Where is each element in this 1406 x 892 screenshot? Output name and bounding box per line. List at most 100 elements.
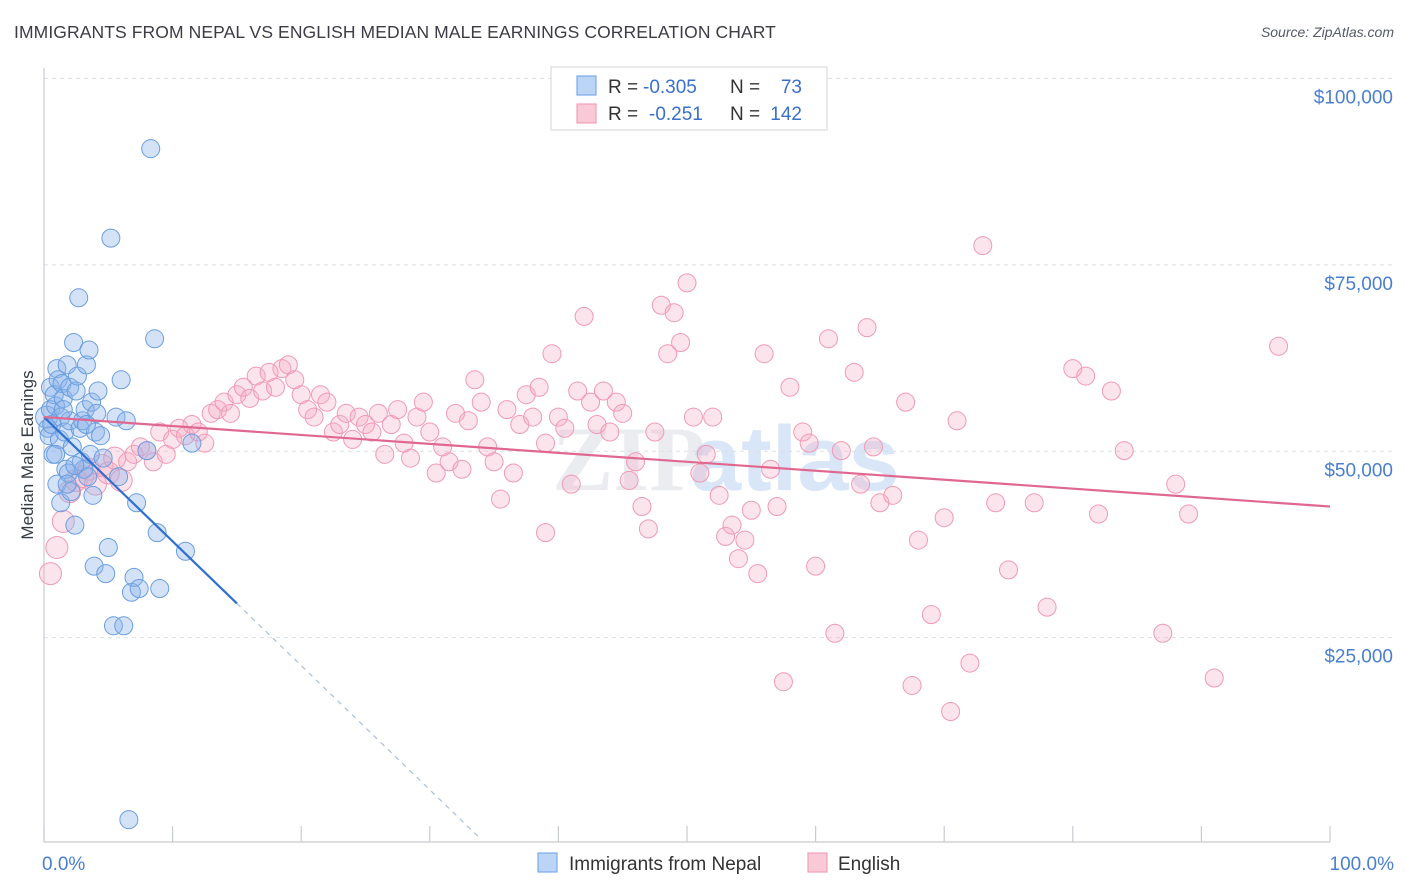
point-nepal [46,444,66,464]
point-english [773,672,793,692]
point-english [90,454,114,478]
point-english [1089,504,1109,524]
x-tick-label-max: 100.0% [1330,854,1395,875]
point-english [568,381,588,401]
legend-n-label-nepal: N = [730,77,760,98]
point-english [130,437,150,457]
point-english [233,377,253,397]
point-nepal [88,381,108,401]
point-english [908,530,928,550]
point-english [529,377,549,397]
point-nepal [83,485,103,505]
point-english [728,549,748,569]
point-nepal [103,616,123,636]
point-english [735,530,755,550]
point-nepal [141,139,161,159]
point-nepal [57,474,77,494]
x-tick-marks [43,826,1331,842]
point-english [677,273,697,293]
point-english [793,422,813,442]
trend-line-nepal [43,416,238,605]
point-english [703,407,723,427]
point-nepal [75,400,95,420]
bottom-legend-label-english: English [838,854,900,875]
point-nepal [111,370,131,390]
point-english [182,415,202,435]
point-english [658,344,678,364]
point-english [947,411,967,431]
trend-lines [43,415,1331,840]
point-english [593,381,613,401]
point-english [356,415,375,435]
point-english [754,344,774,364]
point-english [999,560,1018,580]
point-english [818,329,838,349]
point-nepal [84,556,104,576]
point-nepal [182,433,202,453]
point-english [458,411,478,431]
point-english [581,392,601,412]
point-nepal [76,415,96,435]
point-english [664,303,684,323]
point-english [349,407,369,427]
point-english [1179,504,1199,524]
bottom-legend-swatch-english [807,852,828,873]
point-english [253,381,273,401]
point-nepal [39,426,59,446]
point-nepal [64,333,84,353]
point-nepal [147,523,167,543]
legend-swatch-nepal [576,75,597,96]
point-english [163,429,183,449]
point-english [1166,474,1186,494]
chart-title: IMMIGRANTS FROM NEPAL VS ENGLISH MEDIAN … [14,22,776,42]
y-axis-label: Median Male Earnings [18,370,37,539]
point-english [741,500,761,520]
x-tick-label-min: 0.0% [42,854,85,875]
point-english [844,362,864,382]
point-english [902,675,922,695]
point-english [227,385,247,405]
point-english [497,400,517,420]
point-english [851,474,871,494]
point-nepal [109,467,129,487]
point-english [523,407,543,427]
point-english [317,392,337,412]
point-english [452,459,472,479]
point-english [709,485,729,505]
point-english [124,444,144,464]
point-english [503,463,523,483]
y-tick-label: $25,000 [1324,647,1393,668]
point-english [169,418,189,438]
legend-r-label-nepal: R = [608,77,638,98]
point-english [1024,493,1044,513]
point-nepal [114,616,134,636]
point-english [1114,441,1134,461]
legend-swatch-english [576,103,597,124]
point-nepal [82,392,102,412]
point-english [220,403,240,423]
stats-legend: R = -0.305 N = 73 R = -0.251 N = 142 [550,66,828,131]
point-english [1269,336,1289,356]
y-tick-labels: $100,000 $75,000 $50,000 $25,000 [1314,88,1393,668]
point-english [690,463,710,483]
point-english [806,556,826,576]
point-english [420,422,440,442]
gridlines [44,78,1392,639]
legend-n-value-nepal: 73 [781,77,802,98]
point-english [613,403,633,423]
point-english [896,392,916,412]
point-english [883,485,903,505]
point-english [304,407,324,427]
point-english [471,392,491,412]
point-english [536,523,556,543]
legend-n-label-english: N = [730,104,760,125]
point-nepal [48,370,68,390]
point-english [722,515,742,535]
point-nepal [119,810,139,830]
watermark-zip: ZIP [552,408,705,510]
point-english [413,392,433,412]
point-english [1101,381,1121,401]
point-english [310,385,330,405]
scatter-points [35,139,1289,830]
